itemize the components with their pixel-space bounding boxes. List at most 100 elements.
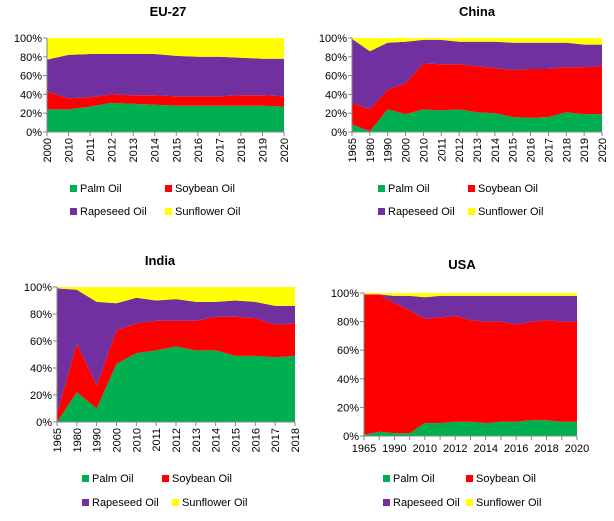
chart-title: India (145, 253, 176, 268)
y-tick-label: 40% (337, 374, 359, 386)
chart-eu27: EU-27 0% 20% 40% 60% 80% 100% 2000 2010 2011 2012… (14, 4, 291, 218)
x-tick-label: 2015 (231, 428, 243, 452)
x-tick-label: 1990 (382, 443, 406, 455)
y-tick-label: 20% (337, 402, 359, 414)
x-tick-label: 2020 (597, 138, 609, 162)
legend-label: Palm Oil (80, 183, 122, 195)
x-tick-label: 1990 (92, 428, 104, 452)
area-soybean-oil (352, 63, 602, 132)
x-tick-label: 2015 (508, 138, 520, 162)
y-tick-label: 100% (319, 33, 347, 45)
legend-label: Rapeseed Oil (388, 206, 455, 218)
x-tick-label: 2000 (401, 138, 413, 162)
y-tick-label: 60% (30, 336, 52, 348)
x-tick-label: 1980 (72, 428, 84, 452)
legend-label: Sunflower Oil (175, 206, 240, 218)
area-rapeseed-oil (57, 288, 295, 414)
x-tick-label: 2013 (191, 428, 203, 452)
y-tick-label: 0% (343, 431, 359, 443)
legend-label: Palm Oil (393, 473, 435, 485)
y-tick-label: 80% (20, 52, 42, 64)
x-tick-label: 2000 (42, 138, 54, 162)
legend-swatch (383, 475, 390, 482)
x-tick-label: 2014 (150, 138, 162, 162)
x-tick-label: 2012 (107, 138, 119, 162)
y-tick-label: 100% (24, 282, 52, 294)
x-tick-label: 2016 (250, 428, 262, 452)
x-tick-label: 2011 (436, 138, 448, 162)
x-tick-label: 1965 (347, 138, 359, 162)
x-tick-label: 2016 (504, 443, 528, 455)
area-palm-oil (57, 346, 295, 422)
legend-swatch (70, 185, 77, 192)
chart-title: EU-27 (150, 4, 187, 19)
legend-label: Soybean Oil (172, 473, 232, 485)
y-tick-label: 100% (14, 33, 42, 45)
x-tick-label: 2010 (131, 428, 143, 452)
y-tick-label: 0% (26, 127, 42, 139)
x-tick-label: 2016 (526, 138, 538, 162)
area-palm-oil (47, 102, 284, 132)
x-tick-label: 2012 (171, 428, 183, 452)
area-sunflower-oil (352, 38, 602, 52)
x-tick-label: 1965 (52, 428, 64, 452)
y-tick-label: 0% (331, 127, 347, 139)
legend-swatch (466, 475, 473, 482)
area-soybean-oil (57, 316, 295, 422)
legend-label: Rapeseed Oil (393, 497, 460, 509)
x-tick-label: 2011 (85, 138, 97, 162)
x-tick-label: 2017 (270, 428, 282, 452)
legend-swatch (378, 185, 385, 192)
x-tick-label: 2010 (413, 443, 437, 455)
y-tick-label: 40% (30, 363, 52, 375)
area-soybean-oil (47, 91, 284, 110)
legend-swatch (378, 208, 385, 215)
x-tick-label: 2017 (543, 138, 555, 162)
x-tick-label: 2011 (151, 428, 163, 452)
y-tick-label: 40% (325, 89, 347, 101)
legend-swatch (468, 185, 475, 192)
y-tick-label: 0% (36, 417, 52, 429)
x-tick-label: 1965 (352, 443, 376, 455)
area-sunflower-oil (57, 287, 295, 306)
y-tick-label: 20% (325, 108, 347, 120)
x-tick-label: 2014 (211, 428, 223, 452)
chart-title: USA (448, 257, 476, 272)
x-tick-label: 2014 (490, 138, 502, 162)
chart-usa: USA 0% 20% 40% 60% 80% 100% 1965 1990 2010 2012 20… (331, 257, 589, 509)
y-tick-label: 100% (331, 288, 359, 300)
y-tick-label: 60% (325, 71, 347, 83)
x-tick-label: 2000 (112, 428, 124, 452)
legend-label: Sunflower Oil (182, 497, 247, 509)
x-tick-label: 2020 (279, 138, 291, 162)
legend-swatch (165, 185, 172, 192)
legend-label: Rapeseed Oil (80, 206, 147, 218)
y-tick-label: 60% (20, 71, 42, 83)
legend-swatch (466, 499, 473, 506)
x-tick-label: 2010 (64, 138, 76, 162)
x-tick-label: 2018 (236, 138, 248, 162)
legend-swatch (82, 499, 89, 506)
x-tick-label: 2018 (534, 443, 558, 455)
chart-india: India 0% 20% 40% 60% 80% 100% 1965 1980 1990 2000… (24, 253, 302, 509)
x-tick-label: 2019 (257, 138, 269, 162)
x-tick-label: 2013 (472, 138, 484, 162)
legend-label: Palm Oil (92, 473, 134, 485)
x-tick-label: 1980 (365, 138, 377, 162)
legend-label: Soybean Oil (478, 183, 538, 195)
x-tick-label: 2012 (443, 443, 467, 455)
x-tick-label: 2014 (473, 443, 497, 455)
legend-label: Rapeseed Oil (92, 497, 159, 509)
y-tick-label: 80% (30, 309, 52, 321)
x-tick-label: 2019 (579, 138, 591, 162)
legend-swatch (383, 499, 390, 506)
x-tick-label: 2016 (193, 138, 205, 162)
legend-swatch (172, 499, 179, 506)
x-tick-label: 2017 (214, 138, 226, 162)
legend-label: Palm Oil (388, 183, 430, 195)
y-tick-label: 20% (30, 390, 52, 402)
legend-label: Soybean Oil (476, 473, 536, 485)
y-tick-label: 40% (20, 89, 42, 101)
legend-label: Sunflower Oil (476, 497, 541, 509)
chart-title: China (459, 4, 496, 19)
